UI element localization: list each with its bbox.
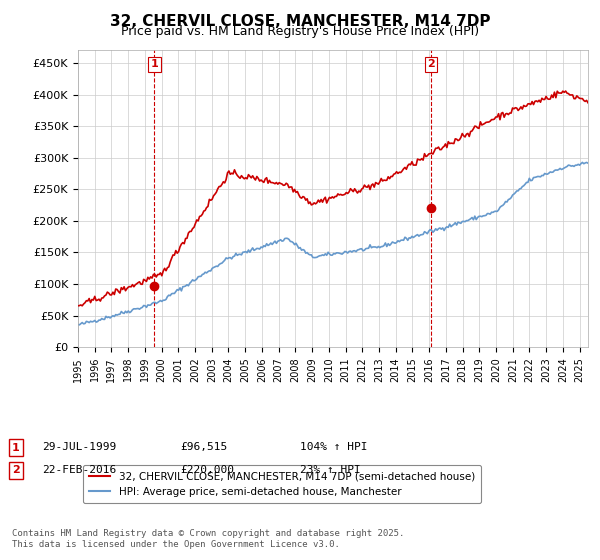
- Text: 1: 1: [151, 59, 158, 69]
- Text: Contains HM Land Registry data © Crown copyright and database right 2025.
This d: Contains HM Land Registry data © Crown c…: [12, 529, 404, 549]
- Text: £96,515: £96,515: [180, 442, 227, 452]
- Text: 23% ↑ HPI: 23% ↑ HPI: [300, 465, 361, 475]
- Text: Price paid vs. HM Land Registry's House Price Index (HPI): Price paid vs. HM Land Registry's House …: [121, 25, 479, 38]
- Text: 1: 1: [12, 443, 20, 453]
- Text: 104% ↑ HPI: 104% ↑ HPI: [300, 442, 367, 452]
- Text: 2: 2: [427, 59, 435, 69]
- Text: 22-FEB-2016: 22-FEB-2016: [42, 465, 116, 475]
- Text: 29-JUL-1999: 29-JUL-1999: [42, 442, 116, 452]
- Text: 2: 2: [12, 465, 20, 475]
- Text: 32, CHERVIL CLOSE, MANCHESTER, M14 7DP: 32, CHERVIL CLOSE, MANCHESTER, M14 7DP: [110, 14, 490, 29]
- Legend: 32, CHERVIL CLOSE, MANCHESTER, M14 7DP (semi-detached house), HPI: Average price: 32, CHERVIL CLOSE, MANCHESTER, M14 7DP (…: [83, 465, 481, 503]
- Text: £220,000: £220,000: [180, 465, 234, 475]
